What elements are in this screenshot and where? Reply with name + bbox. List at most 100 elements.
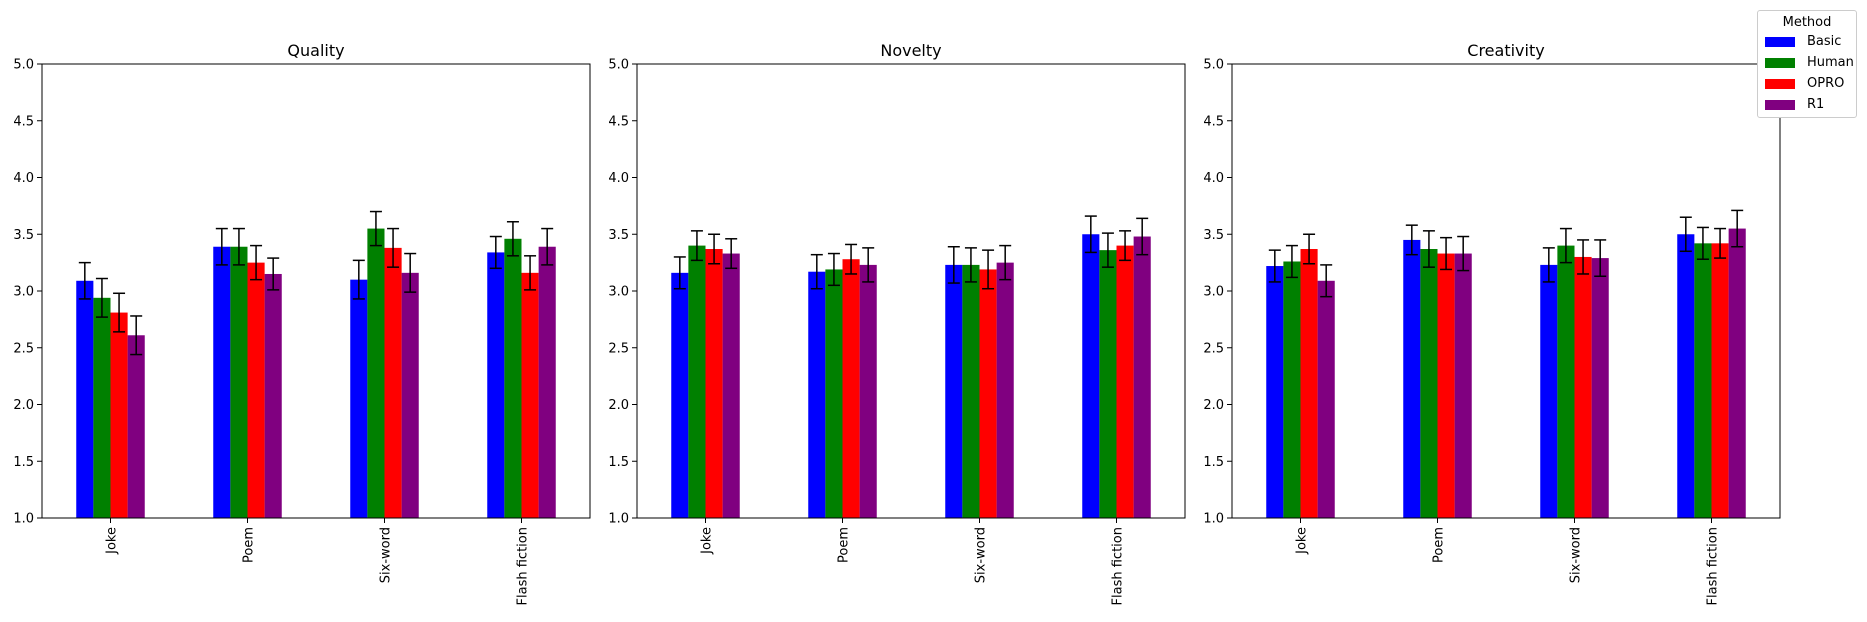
- xtick-label-novelty-joke: Joke: [700, 527, 715, 555]
- bar-novelty-six-word-basic: [945, 264, 963, 518]
- bar-creativity-poem-human: [1420, 249, 1438, 518]
- legend: Method Basic Human OPRO R1: [1757, 10, 1857, 118]
- bar-creativity-flash-fiction-basic: [1677, 234, 1695, 518]
- legend-label-opro: OPRO: [1807, 76, 1845, 91]
- legend-item-opro: OPRO: [1758, 73, 1856, 94]
- bar-creativity-joke-r1: [1317, 280, 1335, 518]
- bar-novelty-six-word-r1: [996, 262, 1014, 518]
- ytick-label-creativity-2-0: 2.0: [1203, 398, 1224, 413]
- ytick-label-creativity-3-0: 3.0: [1203, 285, 1224, 300]
- ytick-label-novelty-4-5: 4.5: [608, 114, 629, 129]
- bar-novelty-joke-r1: [722, 253, 740, 519]
- bar-novelty-flash-fiction-opro: [1116, 245, 1134, 518]
- ytick-label-creativity-5-0: 5.0: [1203, 58, 1224, 73]
- bar-creativity-six-word-basic: [1540, 264, 1558, 518]
- ytick-label-creativity-1-5: 1.5: [1203, 455, 1224, 470]
- xtick-label-creativity-six-word: Six-word: [1569, 527, 1584, 583]
- legend-swatch-human: [1765, 57, 1795, 68]
- bar-quality-poem-opro: [247, 262, 265, 518]
- xtick-label-novelty-poem: Poem: [837, 527, 852, 563]
- ytick-label-novelty-3-0: 3.0: [608, 285, 629, 300]
- legend-swatch-opro: [1765, 78, 1795, 89]
- bar-quality-poem-basic: [213, 246, 231, 519]
- ytick-label-quality-5-0: 5.0: [13, 58, 34, 73]
- ytick-label-novelty-1-5: 1.5: [608, 455, 629, 470]
- bar-creativity-six-word-r1: [1591, 258, 1609, 518]
- ytick-label-creativity-4-5: 4.5: [1203, 114, 1224, 129]
- xtick-label-quality-poem: Poem: [242, 527, 257, 563]
- legend-label-r1: R1: [1807, 97, 1825, 112]
- ytick-label-novelty-5-0: 5.0: [608, 58, 629, 73]
- ytick-label-novelty-1-0: 1.0: [608, 512, 629, 527]
- ytick-label-quality-3-5: 3.5: [13, 228, 34, 243]
- bar-novelty-joke-basic: [671, 272, 689, 518]
- plot-frame-novelty: [636, 63, 1186, 519]
- bar-creativity-flash-fiction-opro: [1711, 243, 1729, 518]
- bar-quality-six-word-opro: [384, 247, 402, 518]
- bar-quality-poem-r1: [264, 273, 282, 518]
- ytick-label-quality-4-0: 4.0: [13, 171, 34, 186]
- bar-quality-joke-opro: [110, 312, 128, 518]
- bar-quality-flash-fiction-human: [504, 238, 522, 519]
- bar-creativity-joke-opro: [1300, 249, 1318, 518]
- bar-novelty-six-word-opro: [979, 269, 997, 518]
- legend-label-human: Human: [1807, 55, 1854, 70]
- ytick-label-novelty-2-0: 2.0: [608, 398, 629, 413]
- ytick-label-quality-1-0: 1.0: [13, 512, 34, 527]
- panel-title-creativity: Creativity: [1467, 41, 1544, 60]
- legend-item-basic: Basic: [1758, 31, 1856, 52]
- bar-creativity-six-word-human: [1557, 245, 1575, 518]
- bar-novelty-six-word-human: [962, 264, 980, 518]
- bar-novelty-flash-fiction-basic: [1082, 234, 1100, 518]
- bar-quality-six-word-basic: [350, 279, 368, 518]
- legend-item-r1: R1: [1758, 94, 1856, 115]
- xtick-label-quality-six-word: Six-word: [379, 527, 394, 583]
- bar-novelty-flash-fiction-r1: [1133, 236, 1151, 518]
- legend-label-basic: Basic: [1807, 34, 1842, 49]
- bar-novelty-poem-r1: [859, 264, 877, 518]
- bar-novelty-joke-human: [688, 245, 706, 518]
- bar-quality-poem-human: [230, 246, 248, 519]
- xtick-label-quality-joke: Joke: [105, 527, 120, 555]
- bar-quality-joke-r1: [127, 335, 145, 518]
- xtick-label-novelty-flash-fiction: Flash fiction: [1111, 527, 1126, 605]
- xtick-label-creativity-flash-fiction: Flash fiction: [1706, 527, 1721, 605]
- ytick-label-creativity-2-5: 2.5: [1203, 341, 1224, 356]
- bar-quality-six-word-human: [367, 228, 385, 518]
- xtick-label-novelty-six-word: Six-word: [974, 527, 989, 583]
- bar-quality-flash-fiction-opro: [521, 272, 539, 518]
- bar-novelty-flash-fiction-human: [1099, 250, 1117, 518]
- bar-creativity-joke-basic: [1266, 266, 1284, 518]
- xtick-label-creativity-joke: Joke: [1295, 527, 1310, 555]
- bar-creativity-flash-fiction-human: [1694, 243, 1712, 518]
- bar-novelty-poem-opro: [842, 259, 860, 518]
- bar-creativity-poem-basic: [1403, 239, 1421, 519]
- ytick-label-quality-4-5: 4.5: [13, 114, 34, 129]
- panel-title-quality: Quality: [287, 41, 344, 60]
- bar-quality-flash-fiction-basic: [487, 252, 505, 518]
- plot-frame-creativity: [1231, 63, 1781, 519]
- bar-creativity-six-word-opro: [1574, 256, 1592, 518]
- ytick-label-creativity-4-0: 4.0: [1203, 171, 1224, 186]
- bar-quality-flash-fiction-r1: [538, 246, 556, 519]
- legend-item-human: Human: [1758, 52, 1856, 73]
- xtick-label-quality-flash-fiction: Flash fiction: [516, 527, 531, 605]
- bar-novelty-poem-basic: [808, 271, 826, 518]
- bar-novelty-poem-human: [825, 269, 843, 518]
- bar-creativity-joke-human: [1283, 261, 1301, 518]
- bar-creativity-flash-fiction-r1: [1728, 228, 1746, 518]
- ytick-label-novelty-3-5: 3.5: [608, 228, 629, 243]
- bar-quality-joke-human: [93, 297, 111, 518]
- legend-swatch-basic: [1765, 36, 1795, 47]
- ytick-label-novelty-4-0: 4.0: [608, 171, 629, 186]
- ytick-label-novelty-2-5: 2.5: [608, 341, 629, 356]
- legend-title: Method: [1782, 15, 1832, 30]
- xtick-label-creativity-poem: Poem: [1432, 527, 1447, 563]
- bar-creativity-poem-opro: [1437, 253, 1455, 519]
- bar-novelty-joke-opro: [705, 249, 723, 518]
- ytick-label-creativity-3-5: 3.5: [1203, 228, 1224, 243]
- panel-title-novelty: Novelty: [880, 41, 941, 60]
- plot-frame-quality: [41, 63, 591, 519]
- ytick-label-quality-1-5: 1.5: [13, 455, 34, 470]
